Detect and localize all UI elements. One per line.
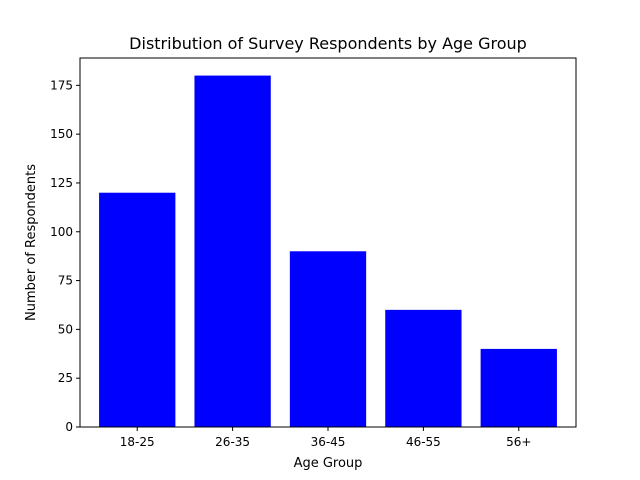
x-tick-label: 26-35 — [215, 435, 250, 449]
x-axis-label: Age Group — [294, 456, 363, 471]
bar-18-25 — [99, 192, 176, 427]
y-tick-label: 0 — [65, 420, 73, 434]
y-tick-label: 125 — [50, 176, 73, 190]
chart-title: Distribution of Survey Respondents by Ag… — [129, 34, 527, 53]
y-tick-label: 50 — [58, 322, 73, 336]
bar-36-45 — [289, 251, 367, 427]
y-tick-label: 100 — [50, 225, 73, 239]
bars-group — [99, 75, 557, 428]
plot-frame — [79, 57, 577, 428]
y-tick-label: 75 — [58, 274, 73, 288]
x-tick-label: 18-25 — [120, 435, 155, 449]
y-tick-label: 25 — [58, 371, 73, 385]
y-axis-ticks: 0 25 50 75 100 125 150 175 — [50, 78, 80, 434]
bar-46-55 — [385, 309, 462, 427]
bar-56+ — [480, 348, 557, 427]
y-tick-label: 150 — [50, 127, 73, 141]
y-axis-label: Number of Respondents — [24, 164, 39, 321]
x-tick-label: 36-45 — [311, 435, 346, 449]
y-tick-label: 175 — [50, 78, 73, 92]
x-axis-ticks: 18-25 26-35 36-45 46-55 56+ — [120, 427, 531, 449]
bar-26-35 — [194, 75, 271, 428]
x-tick-label: 56+ — [506, 435, 531, 449]
x-tick-label: 46-55 — [406, 435, 441, 449]
